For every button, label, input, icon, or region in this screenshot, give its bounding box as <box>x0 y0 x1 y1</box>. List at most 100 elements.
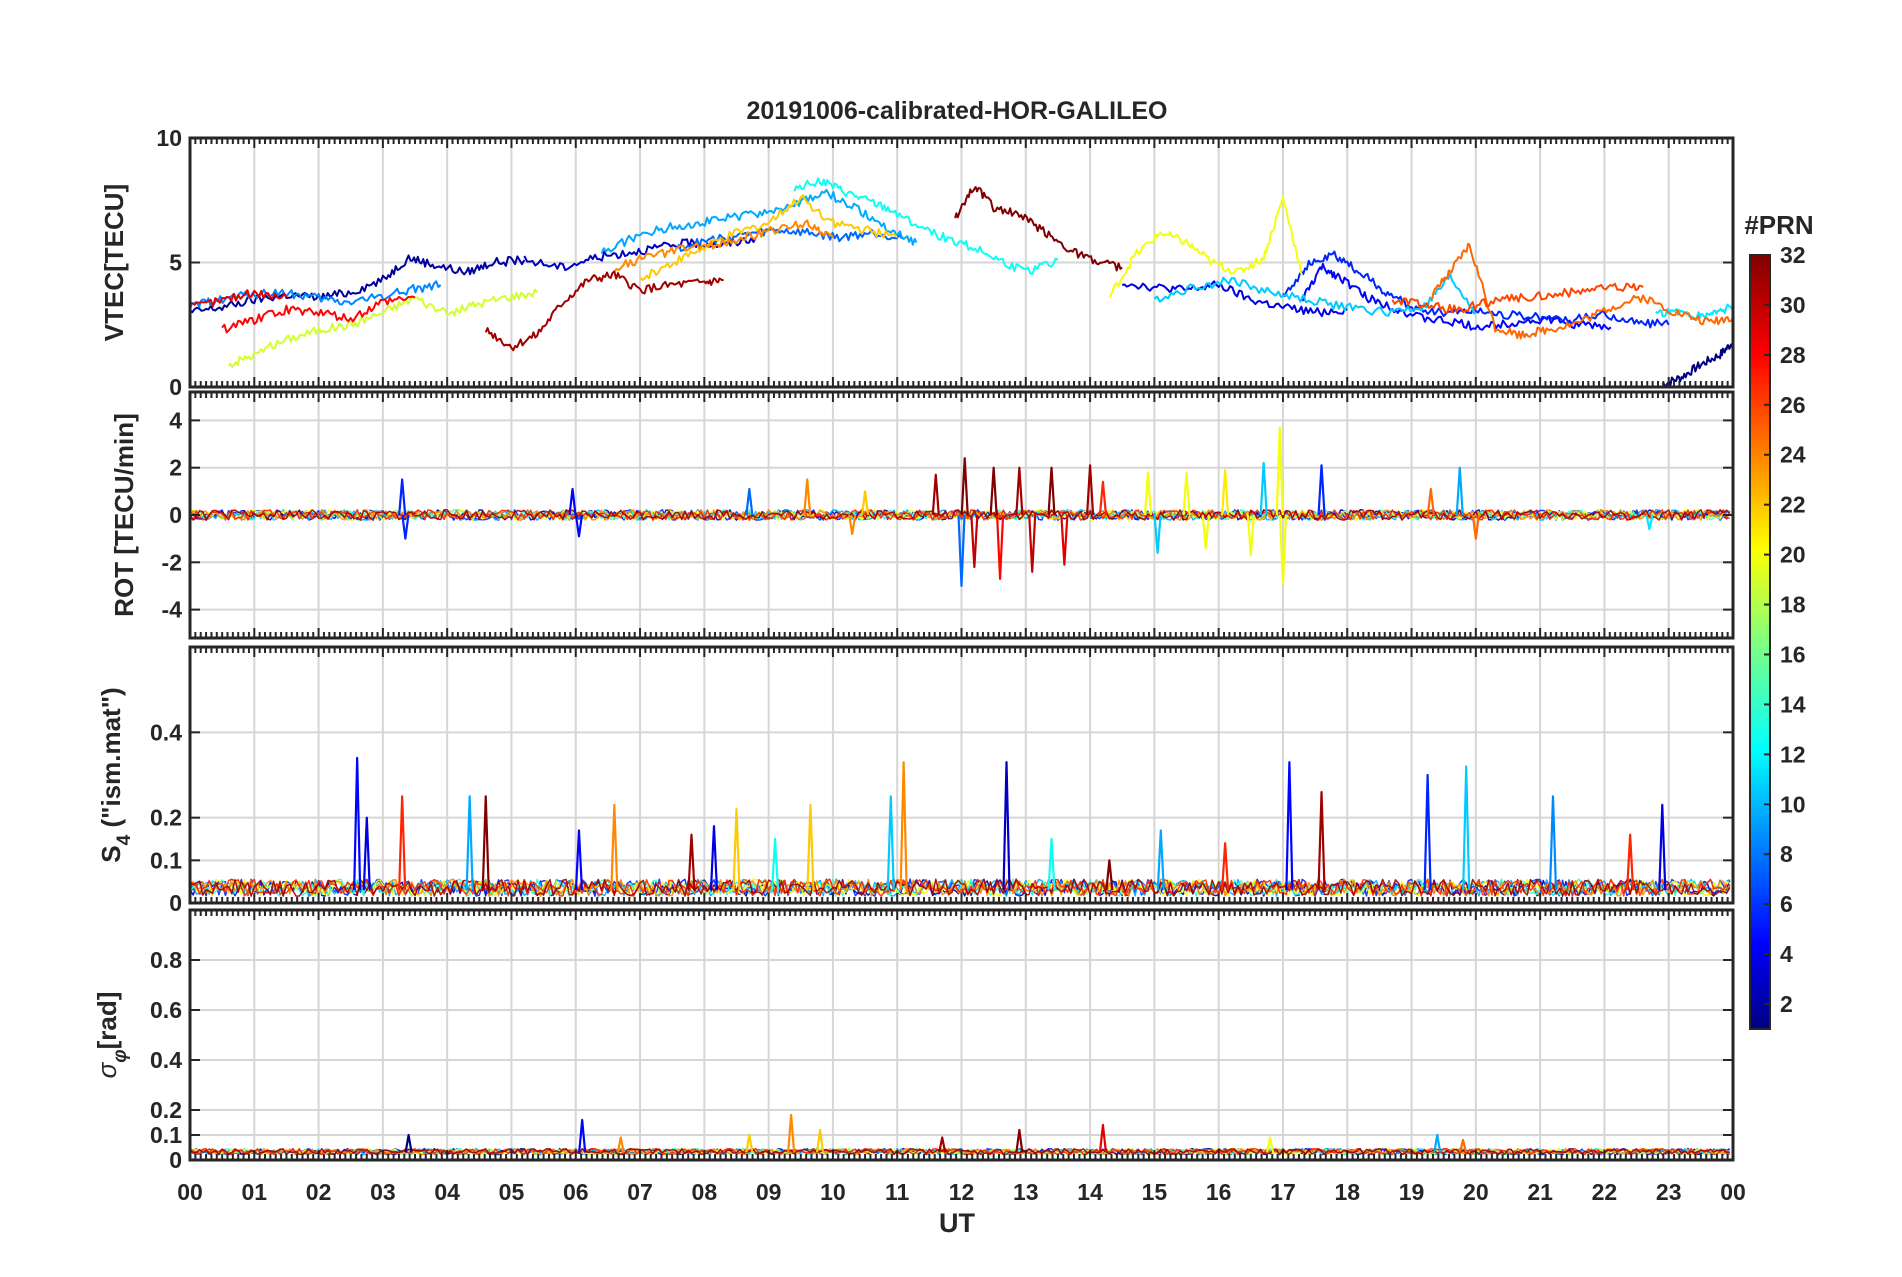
y-tick-label: 0.2 <box>150 805 182 831</box>
y-tick-label: 4 <box>169 407 182 433</box>
spike-prn-21 <box>1221 468 1230 516</box>
spike-prn-13 <box>770 837 780 891</box>
x-tick-label: 19 <box>1399 1179 1425 1205</box>
colorbar-tick-label: 14 <box>1780 691 1806 717</box>
spike-prn-20 <box>1201 514 1210 550</box>
spike-prn-20 <box>1143 471 1153 516</box>
spike-prn-27 <box>1098 480 1108 516</box>
series-line-prn-11 <box>1153 272 1477 317</box>
spike-prn-32 <box>481 795 490 891</box>
spike-prn-29 <box>1060 514 1069 566</box>
x-tick-label: 15 <box>1142 1179 1168 1205</box>
spike-prn-31 <box>687 833 696 891</box>
y-axis-label-s4: S4 ("ism.mat") <box>96 687 135 862</box>
baseline-noise-prn-24 <box>189 878 1731 897</box>
series-group <box>189 426 1731 588</box>
x-tick-label: 13 <box>1013 1179 1039 1205</box>
spike-prn-10 <box>1455 466 1464 516</box>
spike-prn-32 <box>960 457 969 516</box>
spike-prn-31 <box>1015 466 1024 516</box>
colorbar-label: #PRN <box>1744 210 1813 240</box>
x-tick-label: 14 <box>1077 1179 1103 1205</box>
spike-prn-4 <box>1658 803 1667 891</box>
spike-prn-24 <box>899 761 908 891</box>
y-tick-label: 0 <box>169 502 182 528</box>
spike-prn-25 <box>1471 514 1480 540</box>
y-tick-label: 0.8 <box>150 947 182 973</box>
y-tick-label: 0.4 <box>150 719 182 745</box>
y-tick-label: 0.2 <box>150 1097 182 1123</box>
series-line-prn-19 <box>227 288 538 369</box>
spike-prn-25 <box>1426 487 1435 516</box>
x-tick-label: 03 <box>370 1179 396 1205</box>
y-tick-label: -4 <box>162 597 183 623</box>
x-axis-label: UT <box>939 1208 975 1238</box>
y-axis-label-vtec: VTEC[TECU] <box>99 184 129 341</box>
series-line-prn-24 <box>613 219 834 273</box>
spike-prn-5 <box>353 756 362 891</box>
series-line-prn-8 <box>677 227 904 252</box>
spike-prn-6 <box>401 514 410 540</box>
x-tick-label: 01 <box>241 1179 267 1205</box>
panel-rot: -4 -2 0 2 4 ROT [TECU/min] <box>109 390 1735 640</box>
spike-prn-24 <box>616 1136 625 1153</box>
spike-prn-10 <box>465 795 474 891</box>
grid-lines <box>190 910 1733 1160</box>
x-tick-label: 21 <box>1527 1179 1553 1205</box>
series-group <box>189 177 1734 388</box>
spike-prn-32 <box>1015 1128 1024 1153</box>
spike-prn-31 <box>1317 790 1326 891</box>
colorbar-tick-label: 18 <box>1780 592 1806 618</box>
colorbar-tick-label: 8 <box>1780 841 1793 867</box>
x-tick-label: 04 <box>434 1179 460 1205</box>
spike-prn-8 <box>745 487 754 516</box>
spike-prn-6 <box>1423 773 1432 891</box>
y-tick-label: 10 <box>156 125 182 151</box>
spike-prn-13 <box>1047 837 1056 891</box>
spike-prn-20 <box>1275 426 1284 516</box>
spike-prn-24 <box>787 1113 796 1153</box>
spike-prn-11 <box>1153 514 1162 554</box>
x-tick-label: 05 <box>499 1179 525 1205</box>
spike-prn-24 <box>848 514 857 536</box>
panel-s4: 0 0.1 0.2 0.4 S4 ("ism.mat") <box>96 645 1735 916</box>
x-tick-label: 18 <box>1334 1179 1360 1205</box>
spike-prn-22 <box>860 490 870 516</box>
x-tick-label: 06 <box>563 1179 589 1205</box>
y-tick-label: 0.6 <box>150 997 182 1023</box>
spike-prn-6 <box>398 478 407 516</box>
colorbar-tick-label: 10 <box>1780 791 1806 817</box>
colorbar-tick-label: 2 <box>1780 991 1793 1017</box>
colorbar-tick-label: 20 <box>1780 542 1806 568</box>
panel-vtec: 0 5 10 VTEC[TECU] <box>99 125 1735 400</box>
series-line-prn-26 <box>1391 282 1644 314</box>
x-tick-label: 12 <box>949 1179 975 1205</box>
colorbar-tick-label: 30 <box>1780 292 1806 318</box>
x-tick-label: 08 <box>692 1179 718 1205</box>
x-tick-label: 10 <box>820 1179 846 1205</box>
tick-marks <box>189 647 1734 904</box>
spike-prn-30 <box>970 514 979 569</box>
spike-prn-32 <box>1105 859 1114 891</box>
spike-prn-5 <box>578 1118 587 1153</box>
y-tick-label: 0.1 <box>150 1122 182 1148</box>
series-group <box>189 756 1731 897</box>
series-line-prn-13 <box>793 177 1059 275</box>
baseline-noise-prn-31 <box>189 878 1731 897</box>
x-tick-label: 16 <box>1206 1179 1232 1205</box>
spike-prn-5 <box>574 829 584 891</box>
panel-sigma: 00.10.2 0.4 0.6 0.8 σφ[rad] <box>92 908 1735 1173</box>
spike-prn-5 <box>568 487 577 516</box>
spike-prn-22 <box>806 803 815 891</box>
spike-prn-25 <box>1458 1138 1468 1153</box>
y-tick-label: 0 <box>169 374 182 400</box>
spike-prn-32 <box>1047 466 1056 516</box>
spike-prn-27 <box>398 795 407 891</box>
grid-lines <box>190 647 1733 903</box>
x-tick-label: 20 <box>1463 1179 1489 1205</box>
colorbar-tick-label: 22 <box>1780 492 1806 518</box>
series-line-prn-1 <box>1661 341 1734 388</box>
spike-prn-29 <box>1098 1123 1108 1153</box>
